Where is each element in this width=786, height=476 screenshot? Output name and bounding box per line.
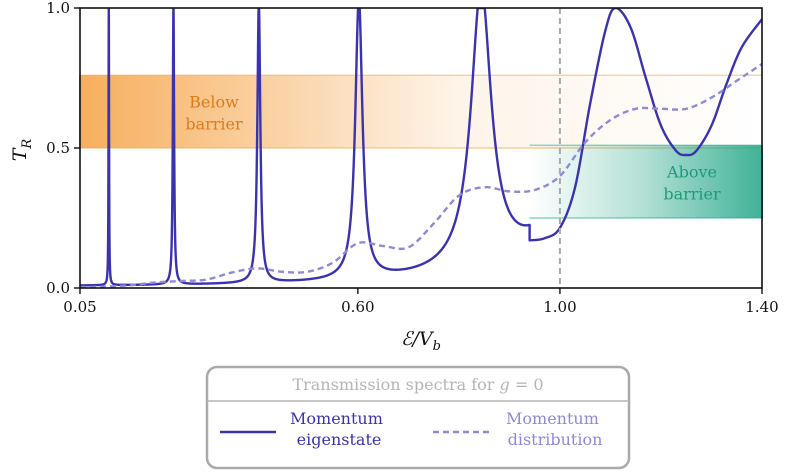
below-barrier-band: [80, 75, 762, 148]
legend-title: Transmission spectra for g = 0: [292, 375, 543, 394]
above-barrier-band: [529, 145, 762, 218]
y-tick-label: 1.0: [46, 0, 70, 17]
legend-label-momentum-distribution: Momentum distribution: [506, 409, 604, 449]
legend: Transmission spectra for g = 0 Momentum …: [205, 365, 631, 470]
x-tick-label: 1.40: [745, 298, 778, 316]
below-barrier-label: Below barrier: [185, 93, 243, 134]
legend-label-momentum-eigenstate: Momentum eigenstate: [290, 409, 388, 449]
x-tick-label: 0.60: [341, 298, 374, 316]
bands-layer: Below barrier Above barrier: [79, 74, 763, 219]
y-tick-label: 0.5: [46, 139, 70, 157]
series-layer: [80, 8, 762, 288]
above-barrier-label: Above barrier: [663, 163, 721, 204]
series-line-momentum-distribution: [80, 63, 762, 288]
y-tick-label: 0.0: [46, 279, 70, 297]
x-axis-label: ℰ/Vb: [401, 328, 441, 354]
legend-box: [205, 365, 631, 470]
series-line-momentum-eigenstate: [80, 8, 762, 287]
x-tick-label: 1.00: [543, 298, 576, 316]
ticks-layer: 0.05 0.60 1.00 1.40 0.0 0.5 1.0: [46, 0, 779, 316]
x-tick-label: 0.05: [63, 298, 96, 316]
y-axis-label: TR: [9, 139, 35, 162]
